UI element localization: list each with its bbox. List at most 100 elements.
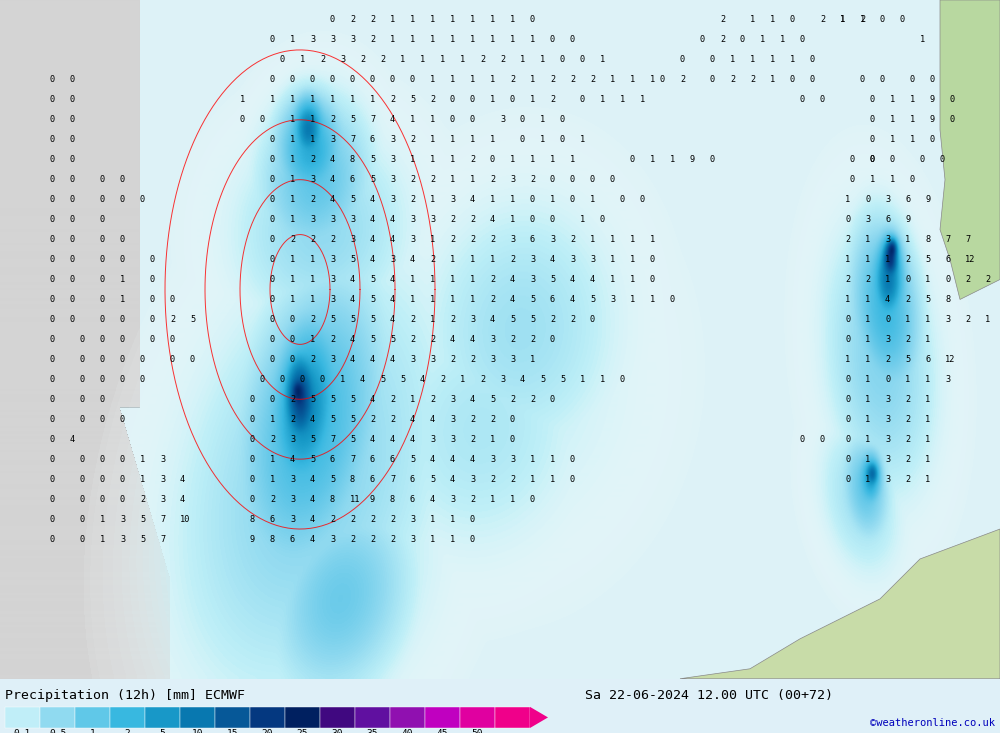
Bar	[40, 707, 75, 728]
Text: 0: 0	[250, 435, 255, 443]
Text: 4: 4	[350, 355, 355, 364]
Text: 2: 2	[450, 235, 455, 244]
Text: 0.1: 0.1	[14, 729, 31, 733]
Text: 1: 1	[450, 136, 455, 144]
Text: 3: 3	[430, 435, 435, 443]
Text: 5: 5	[925, 295, 930, 304]
Text: 1: 1	[460, 56, 465, 65]
Text: 3: 3	[500, 115, 505, 125]
Text: 1: 1	[885, 255, 890, 264]
Text: 5: 5	[380, 375, 385, 384]
Text: 0: 0	[940, 155, 945, 164]
Text: 2: 2	[330, 515, 335, 523]
Text: 2: 2	[370, 415, 375, 424]
Bar	[460, 707, 495, 728]
Text: 1: 1	[430, 155, 435, 164]
Text: 0: 0	[870, 155, 875, 164]
Text: 2: 2	[860, 15, 865, 24]
Text: 1: 1	[290, 115, 295, 125]
Text: 1: 1	[420, 56, 425, 65]
Text: 1: 1	[865, 415, 870, 424]
Text: 1: 1	[845, 255, 850, 264]
Text: 3: 3	[390, 195, 395, 204]
Text: 0: 0	[50, 275, 55, 284]
Text: 0: 0	[70, 295, 75, 304]
Text: 2: 2	[410, 335, 415, 344]
Text: 2: 2	[470, 355, 475, 364]
Text: 4: 4	[330, 175, 335, 184]
Text: 2: 2	[370, 35, 375, 45]
Text: 2: 2	[985, 275, 990, 284]
Text: 2: 2	[390, 415, 395, 424]
Text: 1: 1	[410, 115, 415, 125]
Text: 1: 1	[310, 275, 315, 284]
Text: 1: 1	[470, 295, 475, 304]
Text: 0: 0	[100, 355, 105, 364]
Text: 0: 0	[70, 315, 75, 324]
Text: 6: 6	[290, 534, 295, 543]
Text: 0: 0	[70, 215, 75, 224]
Text: 0: 0	[50, 515, 55, 523]
Text: 5: 5	[370, 175, 375, 184]
Text: 6: 6	[330, 454, 335, 464]
Text: 1: 1	[430, 35, 435, 45]
Text: 0: 0	[845, 395, 850, 404]
Text: 0: 0	[280, 56, 285, 65]
Text: 1: 1	[925, 275, 930, 284]
Text: 1: 1	[490, 495, 495, 504]
Text: 0: 0	[550, 395, 555, 404]
Text: 0: 0	[600, 215, 605, 224]
Text: 3: 3	[590, 255, 595, 264]
Text: 2: 2	[430, 175, 435, 184]
Text: 5: 5	[590, 295, 595, 304]
Text: 0: 0	[250, 395, 255, 404]
Text: 0: 0	[660, 75, 665, 84]
Text: 1: 1	[430, 275, 435, 284]
Text: 1: 1	[860, 15, 865, 24]
Text: 1: 1	[290, 195, 295, 204]
Text: 1: 1	[890, 115, 895, 125]
Text: 0: 0	[550, 175, 555, 184]
Text: 4: 4	[510, 295, 515, 304]
Text: 6: 6	[905, 195, 910, 204]
Text: 4: 4	[330, 155, 335, 164]
Bar	[145, 707, 180, 728]
Text: 0: 0	[80, 475, 85, 484]
Text: 7: 7	[965, 235, 970, 244]
Text: 1: 1	[550, 454, 555, 464]
Text: 1: 1	[925, 395, 930, 404]
Text: 0: 0	[80, 355, 85, 364]
Text: 6: 6	[530, 235, 535, 244]
Text: 1: 1	[290, 35, 295, 45]
Text: 0: 0	[120, 315, 125, 324]
Text: 1: 1	[470, 255, 475, 264]
Text: 0: 0	[845, 215, 850, 224]
Text: 4: 4	[410, 435, 415, 443]
Text: 0: 0	[865, 195, 870, 204]
Text: 4: 4	[520, 375, 525, 384]
Polygon shape	[940, 0, 1000, 300]
Text: 5: 5	[310, 435, 315, 443]
Text: 0: 0	[910, 175, 915, 184]
Polygon shape	[680, 529, 1000, 679]
Text: 6: 6	[370, 475, 375, 484]
Text: 1: 1	[750, 56, 755, 65]
Text: 0: 0	[50, 295, 55, 304]
Text: 0: 0	[150, 335, 155, 344]
Text: 0: 0	[120, 375, 125, 384]
Text: 1: 1	[490, 35, 495, 45]
Text: 2: 2	[590, 75, 595, 84]
Text: 4: 4	[570, 275, 575, 284]
Text: 2: 2	[480, 375, 485, 384]
Text: 1: 1	[925, 435, 930, 443]
Text: 2: 2	[290, 235, 295, 244]
Text: 3: 3	[510, 355, 515, 364]
Text: 2: 2	[680, 75, 685, 84]
Text: 1: 1	[430, 136, 435, 144]
Text: 0: 0	[890, 155, 895, 164]
Text: 2: 2	[730, 75, 735, 84]
Text: 1: 1	[470, 15, 475, 24]
Text: 4: 4	[390, 215, 395, 224]
Text: 5: 5	[350, 395, 355, 404]
Text: 0: 0	[905, 275, 910, 284]
